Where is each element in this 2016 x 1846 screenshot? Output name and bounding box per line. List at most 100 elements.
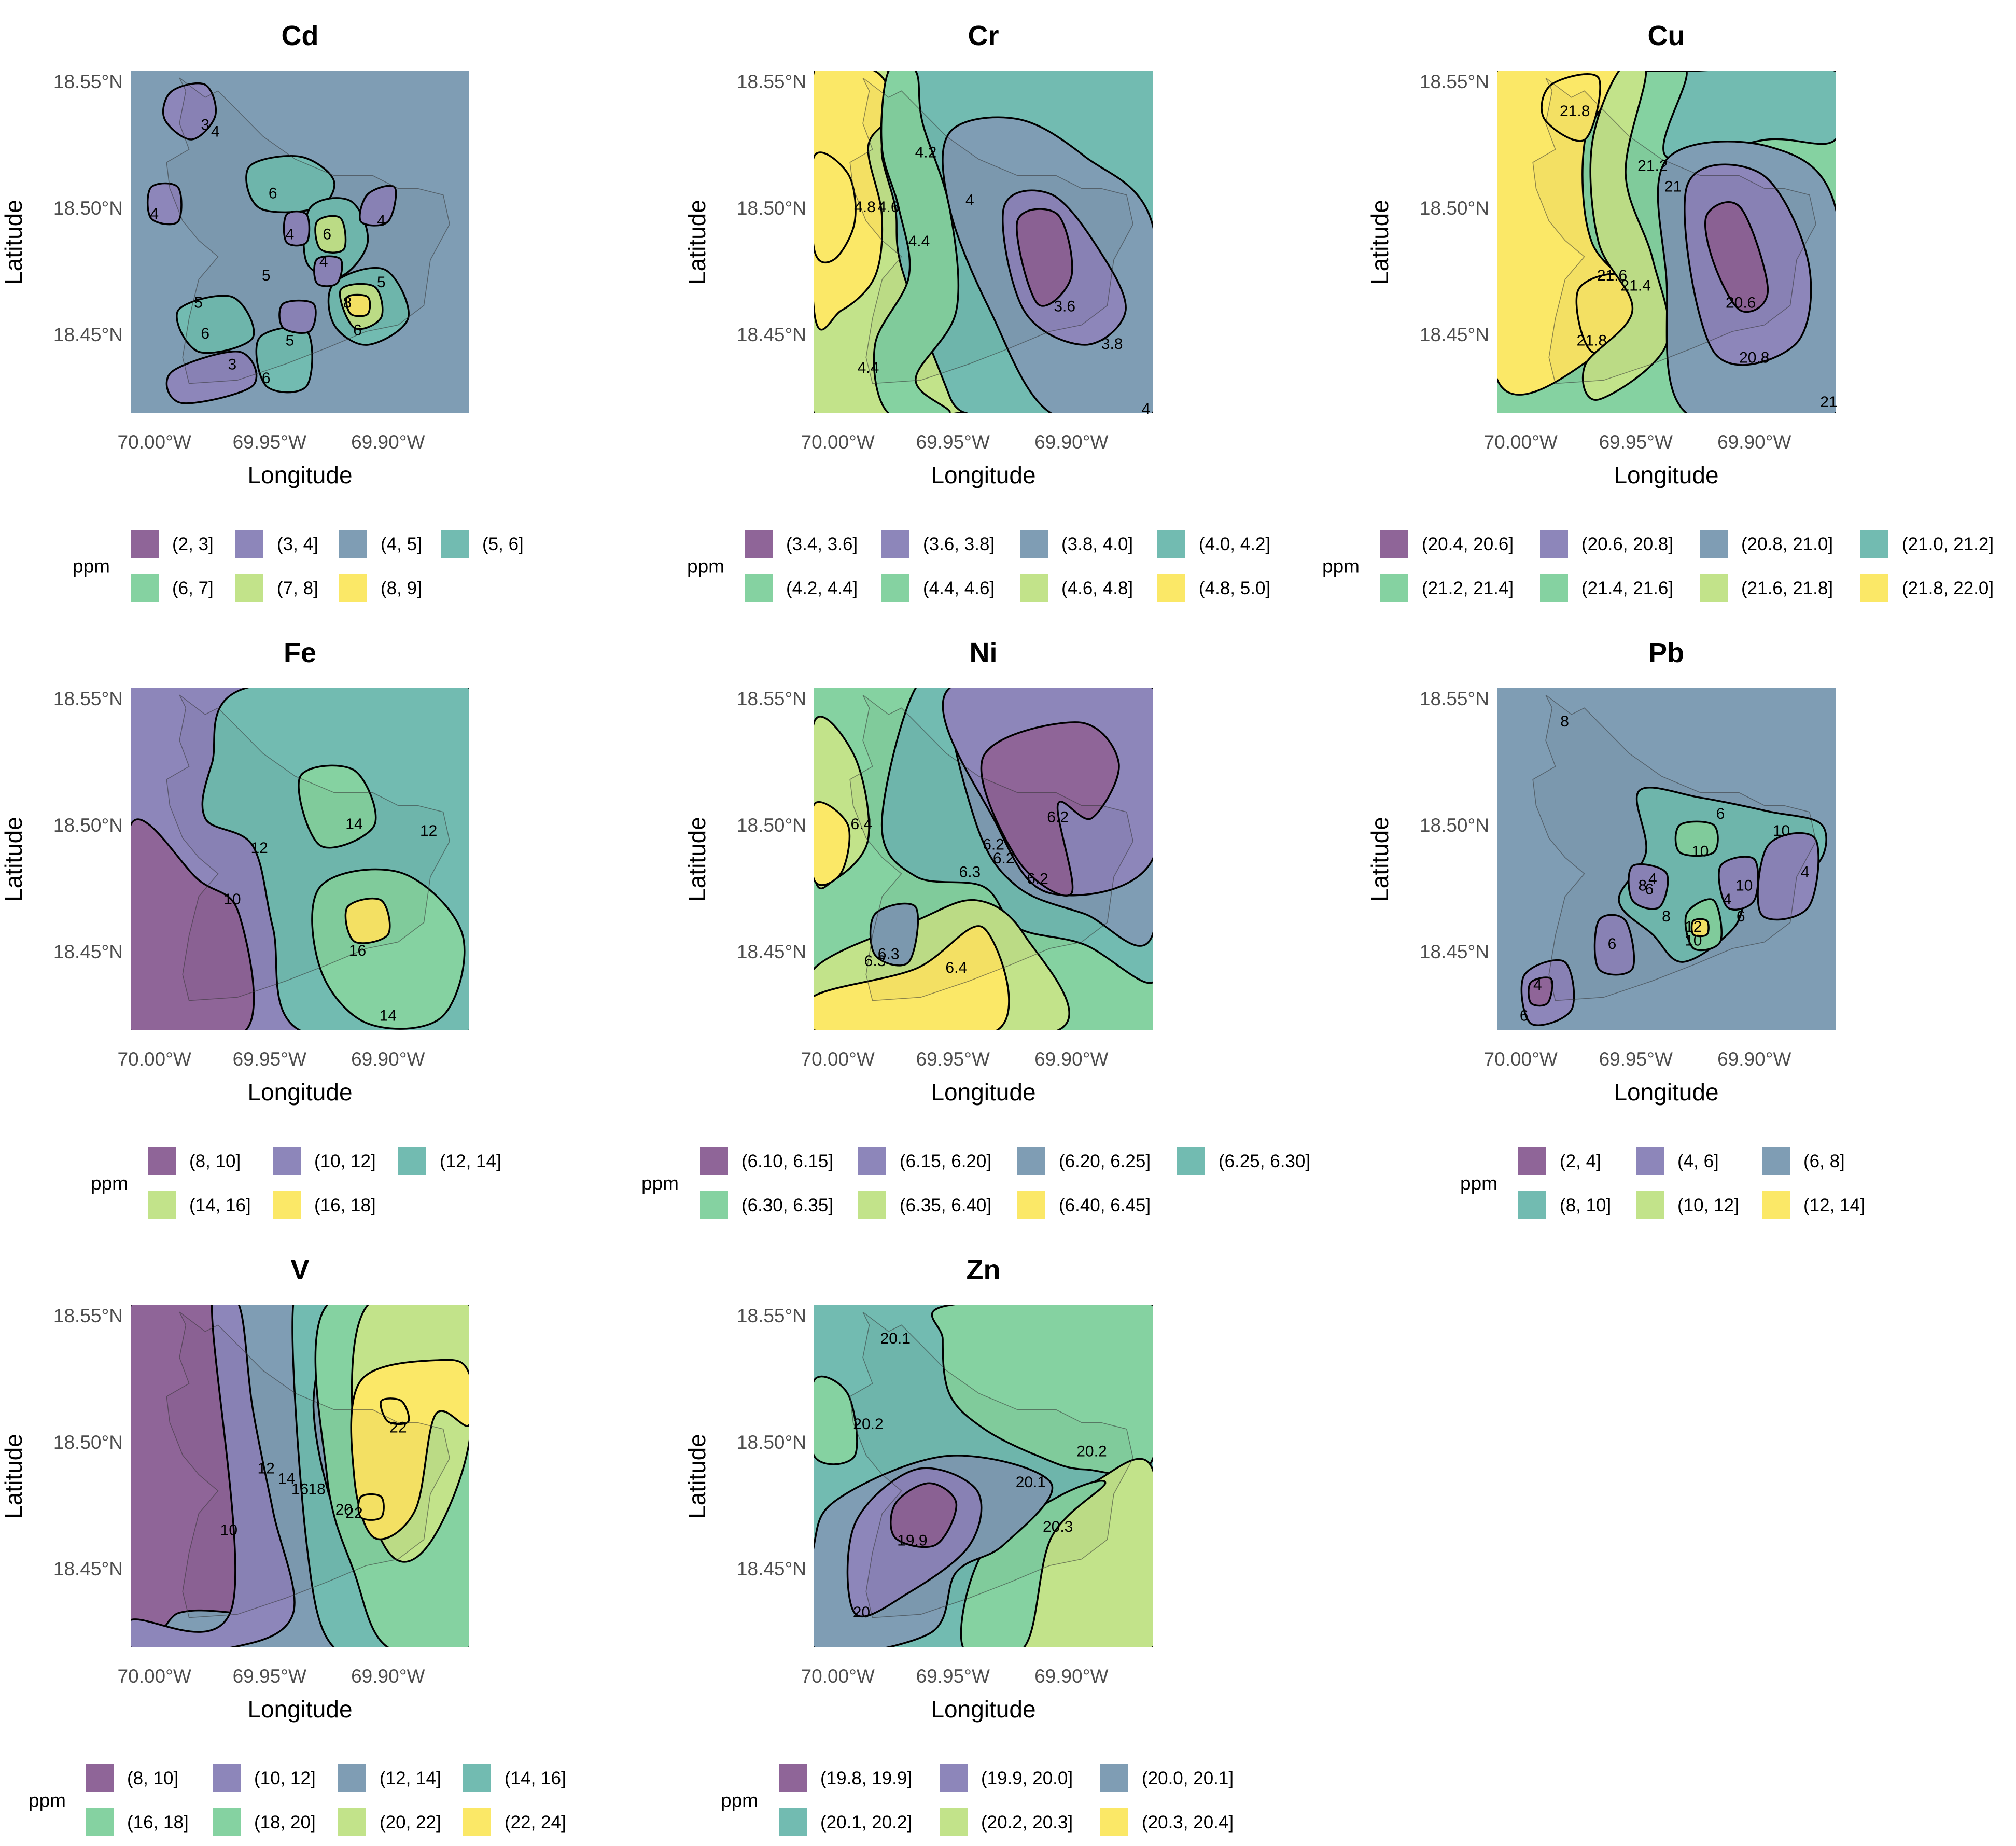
- panel-ni: Ni6.4 6.26.26.26.3 6.26.36.3 6.470.00°W 69.9…: [641, 637, 1310, 1219]
- legend-swatch: [235, 574, 263, 602]
- legend-title: ppm: [641, 1173, 679, 1194]
- legend-swatch: [441, 530, 469, 558]
- legend-item: (4, 5]: [339, 530, 422, 558]
- legend-swatch: [1157, 574, 1185, 602]
- contour-band: [283, 210, 311, 247]
- contour-label: 6: [1608, 935, 1617, 953]
- legend-swatch: [338, 1764, 366, 1792]
- contour-label: 8: [1638, 877, 1647, 894]
- legend-label: (21.2, 21.4]: [1422, 578, 1514, 598]
- x-tick-label: 69.95°W: [1599, 431, 1673, 453]
- region-outline: [166, 694, 450, 1001]
- legend-label: (10, 12]: [1677, 1195, 1739, 1215]
- legend-item: (3.6, 3.8]: [881, 530, 995, 558]
- contour-label: 22: [345, 1505, 362, 1522]
- legend-item: (19.9, 20.0]: [940, 1764, 1073, 1792]
- contour-label: 14: [278, 1471, 295, 1488]
- legend-title: ppm: [73, 556, 110, 577]
- y-tick-label: 18.50°N: [53, 198, 123, 219]
- contour-band: [131, 1305, 296, 1647]
- contour-band: [162, 82, 217, 141]
- contour-label: 4: [211, 123, 220, 141]
- legend-item: (6.30, 6.35]: [700, 1191, 833, 1219]
- legend-label: (10, 12]: [314, 1151, 376, 1171]
- legend-title: ppm: [91, 1173, 128, 1194]
- contour-label: 6: [353, 322, 362, 339]
- contour-label: 18: [308, 1480, 325, 1498]
- legend-item: (6.10, 6.15]: [700, 1147, 833, 1175]
- legend-swatch: [235, 530, 263, 558]
- contour-label: 20: [335, 1501, 353, 1518]
- legend-swatch: [86, 1808, 114, 1836]
- contour-label: 6: [1645, 880, 1654, 898]
- legend-swatch: [1017, 1191, 1045, 1219]
- legend-label: (21.6, 21.8]: [1741, 578, 1833, 598]
- legend-item: (10, 12]: [273, 1147, 376, 1175]
- contour-band: [1016, 208, 1073, 307]
- legend-swatch: [273, 1147, 301, 1175]
- y-tick-label: 18.45°N: [737, 941, 806, 962]
- legend-label: (19.9, 20.0]: [981, 1768, 1073, 1788]
- contour-label: 4.6: [878, 199, 900, 216]
- legend-label: (14, 16]: [505, 1768, 566, 1788]
- x-tick-label: 69.95°W: [916, 1666, 990, 1687]
- legend-item: (4.2, 4.4]: [745, 574, 858, 602]
- legend-label: (20.1, 20.2]: [820, 1812, 912, 1833]
- legend-item: (16, 18]: [86, 1808, 189, 1836]
- x-tick-label: 70.00°W: [801, 431, 875, 453]
- legend-item: (3.4, 3.6]: [745, 530, 858, 558]
- legend-label: (14, 16]: [189, 1195, 251, 1215]
- contour-fill: [814, 688, 1153, 1030]
- legend-swatch: [1177, 1147, 1205, 1175]
- region-outline: [166, 77, 450, 384]
- panel-fe: Fe 12 14 12 10 16 14 70.00°W 69.95°W 69.90°W 18.55…: [0, 637, 501, 1219]
- x-tick-label: 70.00°W: [1484, 431, 1558, 453]
- legend-item: (12, 14]: [398, 1147, 501, 1175]
- legend-label: (4.0, 4.2]: [1199, 534, 1270, 554]
- legend-item: (8, 10]: [86, 1764, 178, 1792]
- legend-swatch: [1100, 1808, 1128, 1836]
- legend-swatch: [213, 1808, 241, 1836]
- contour-band: [1718, 856, 1759, 911]
- contour-label: 6.4: [945, 959, 967, 976]
- contour-band: [245, 155, 335, 214]
- legend-label: (20.6, 20.8]: [1581, 534, 1673, 554]
- contour-band: [345, 293, 371, 317]
- x-tick-label: 69.95°W: [916, 1048, 990, 1070]
- legend-label: (7, 8]: [277, 578, 318, 598]
- y-tick-label: 18.55°N: [1420, 71, 1489, 92]
- contour-label: 4: [1648, 871, 1657, 888]
- region-outline: [1532, 77, 1816, 384]
- contour-label: 16: [291, 1480, 309, 1498]
- x-tick-label: 69.95°W: [1599, 1048, 1673, 1070]
- contour-label: 12: [258, 1460, 275, 1477]
- legend-item: (7, 8]: [235, 574, 318, 602]
- legend-swatch: [1017, 1147, 1045, 1175]
- y-axis-title: Latitude: [0, 1434, 27, 1519]
- legend-swatch: [1762, 1147, 1790, 1175]
- contour-label: 14: [380, 1008, 397, 1025]
- legend-item: (14, 16]: [463, 1764, 566, 1792]
- legend-label: (4, 6]: [1677, 1151, 1719, 1171]
- legend: ppm (2, 4] (4, 6] (6, 8] (8, 10] (10, 12] (12,…: [1460, 1147, 1865, 1219]
- contour-label: 4: [1801, 863, 1810, 880]
- legend-item: (6.40, 6.45]: [1017, 1191, 1151, 1219]
- contour-band: [1704, 201, 1769, 313]
- contour-label: 4: [1533, 976, 1542, 994]
- contour-label: 6.2: [983, 836, 1004, 854]
- legend-swatch: [700, 1147, 728, 1175]
- contour-band: [980, 721, 1120, 897]
- x-tick-label: 69.90°W: [351, 1048, 425, 1070]
- y-tick-label: 18.50°N: [737, 1432, 806, 1453]
- contour-label: 22: [389, 1419, 407, 1436]
- legend-title: ppm: [29, 1790, 66, 1811]
- legend-label: (21.4, 21.6]: [1581, 578, 1673, 598]
- legend-swatch: [940, 1764, 968, 1792]
- contour-fill: [131, 688, 469, 1030]
- contour-label: 4: [1723, 891, 1732, 908]
- legend-swatch: [338, 1808, 366, 1836]
- legend: ppm (2, 3] (3, 4] (4, 5] (5, 6] (6, 7] (7, 8] (…: [73, 530, 524, 602]
- x-axis-title: Longitude: [1614, 461, 1718, 488]
- legend-label: (20.0, 20.1]: [1142, 1768, 1234, 1788]
